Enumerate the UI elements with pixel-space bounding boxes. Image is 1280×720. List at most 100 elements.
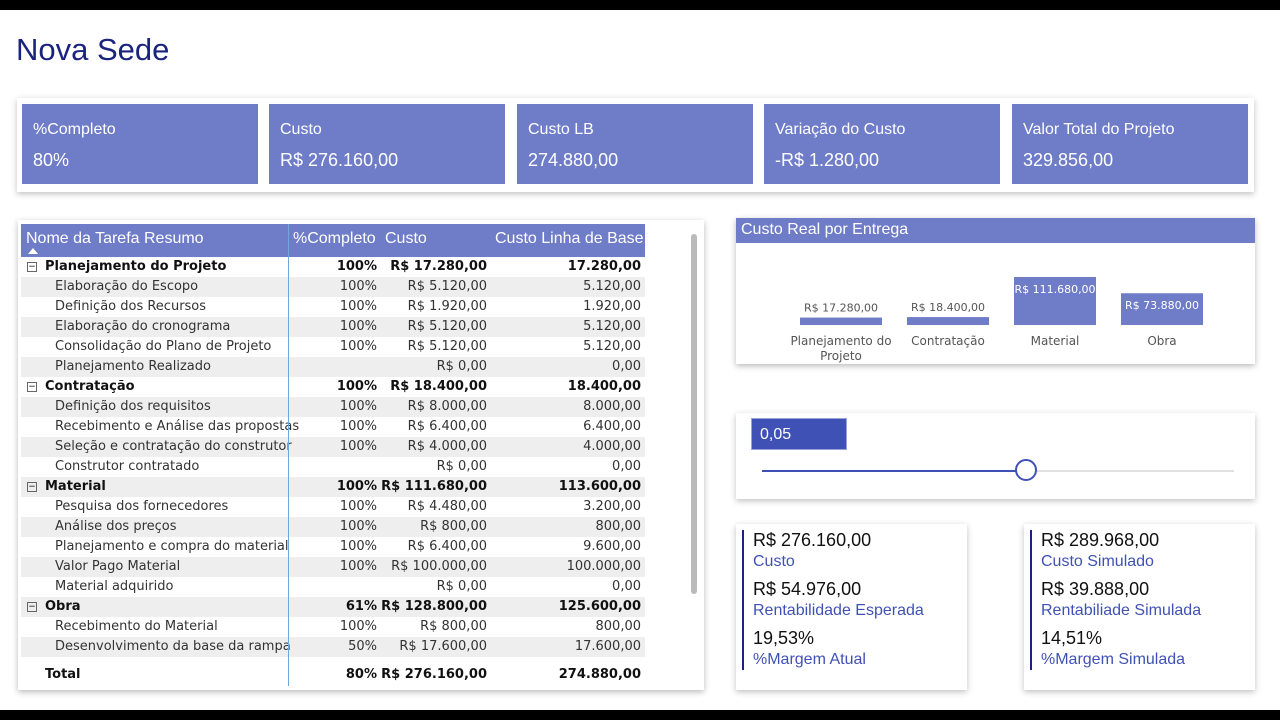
total-percent: 80% [345,667,377,682]
kpi-value: 274.880,00 [528,150,619,170]
bar-3[interactable] [1121,293,1203,325]
kpi-label: %Completo [33,121,116,138]
category-label-0: Planejamento do [790,334,891,348]
card-accent-bar [742,530,744,670]
bar-2[interactable] [1014,277,1096,325]
cell-pct: 100% [339,539,377,554]
slider-value-box[interactable]: 0,05 [751,418,847,450]
cell-cost: R$ 5.120,00 [407,279,487,294]
table-row[interactable]: Análise dos preços 100% R$ 800,00 800,00 [21,517,645,537]
cell-pct: 100% [339,279,377,294]
category-label-1: Contratação [911,334,985,348]
current-margin-value: 19,53% [753,628,815,648]
bar-1[interactable] [907,317,989,325]
table-row[interactable]: Valor Pago Material 100% R$ 100.000,00 100.… [21,557,645,577]
table-group-row[interactable]: − Material 100% R$ 111.680,00 113.600,00 [21,477,645,497]
cell-base: 6.400,00 [583,419,641,434]
slider-thumb[interactable] [1015,459,1038,481]
cell-base: 3.200,00 [583,499,641,514]
table-row[interactable]: Elaboração do Escopo 100% R$ 5.120,00 5.120… [21,277,645,297]
cell-name: Seleção e contratação do construtor [55,439,292,454]
current-cost-label: Custo [753,553,795,570]
cell-name: Valor Pago Material [55,559,181,574]
card-accent-bar [1030,530,1032,670]
table-row[interactable]: Recebimento e Análise das propostas 100% R… [21,417,645,437]
cell-cost: R$ 5.120,00 [407,339,487,354]
cell-cost: R$ 4.000,00 [407,439,487,454]
cell-cost: R$ 800,00 [420,619,487,634]
task-matrix-table[interactable]: Nome da Tarefa Resumo %Completo Custo Cu… [18,220,704,690]
total-label: Total [45,667,81,682]
kpi-card-completion[interactable]: %Completo 80% [22,104,258,184]
vertical-scrollbar[interactable] [691,234,697,594]
kpi-label: Custo LB [528,121,594,138]
collapse-icon[interactable]: − [27,482,37,492]
column-header-name[interactable]: Nome da Tarefa Resumo [26,230,204,247]
table-row[interactable]: Elaboração do cronograma 100% R$ 5.120,00 5… [21,317,645,337]
collapse-icon[interactable]: − [27,602,37,612]
table-body: − Planejamento do Projeto 100% R$ 17.280,00… [21,257,645,667]
cell-cost: R$ 0,00 [436,459,487,474]
simulated-cost-label: Custo Simulado [1041,553,1154,570]
cell-cost: R$ 1.920,00 [407,299,487,314]
column-header-percent[interactable]: %Completo [293,230,376,247]
cell-pct: 100% [339,299,377,314]
table-total-row: Total 80% R$ 276.160,00 274.880,00 [21,664,645,686]
cell-cost: R$ 0,00 [436,359,487,374]
table-row[interactable]: Seleção e contratação do construtor 100% R… [21,437,645,457]
cell-name: Desenvolvimento da base da rampa [55,639,291,654]
data-label-1: R$ 18.400,00 [911,301,985,314]
table-row[interactable]: Definição dos Recursos 100% R$ 1.920,00 1.9… [21,297,645,317]
collapse-icon[interactable]: − [27,262,37,272]
table-row[interactable]: Pesquisa dos fornecedores 100% R$ 4.480,00… [21,497,645,517]
table-row[interactable]: Material adquirido R$ 0,00 0,00 [21,577,645,597]
cell-pct: 100% [339,399,377,414]
cell-name: Planejamento e compra do material [55,539,289,554]
table-row[interactable]: Desenvolvimento da base da rampa 50% R$ 17… [21,637,645,657]
table-row[interactable]: Construtor contratado R$ 0,00 0,00 [21,457,645,477]
column-header-baseline[interactable]: Custo Linha de Base [495,230,644,247]
sort-ascending-icon[interactable] [28,248,38,254]
table-row[interactable]: Recebimento do Material 100% R$ 800,00 800,… [21,617,645,637]
cell-name: Análise dos preços [55,519,177,534]
cell-base: 113.600,00 [558,479,641,494]
kpi-card-cost-variance[interactable]: Variação do Custo -R$ 1.280,00 [764,104,1000,184]
table-group-row[interactable]: − Obra 61% R$ 128.800,00 125.600,00 [21,597,645,617]
cell-base: 4.000,00 [583,439,641,454]
table-row[interactable]: Consolidação do Plano de Projeto 100% R$ 5… [21,337,645,357]
chart-title: Custo Real por Entrega [736,218,1255,243]
column-header-cost[interactable]: Custo [385,230,427,247]
kpi-card-cost[interactable]: Custo R$ 276.160,00 [269,104,505,184]
cell-pct: 100% [339,439,377,454]
cell-base: 0,00 [612,359,641,374]
cell-base: 1.920,00 [583,299,641,314]
collapse-icon[interactable]: − [27,382,37,392]
cell-name: Recebimento e Análise das propostas [55,419,300,434]
cell-base: 100.000,00 [566,559,641,574]
cell-name: Construtor contratado [55,459,200,474]
cell-cost: R$ 8.000,00 [407,399,487,414]
table-row[interactable]: Definição dos requisitos 100% R$ 8.000,00 8… [21,397,645,417]
cell-name: Obra [45,599,81,614]
cell-name: Planejamento do Projeto [45,259,227,274]
table-row[interactable]: Planejamento Realizado R$ 0,00 0,00 [21,357,645,377]
cell-base: 17.280,00 [567,259,641,274]
cell-base: 0,00 [612,459,641,474]
table-group-row[interactable]: − Contratação 100% R$ 18.400,00 18.400,00 [21,377,645,397]
cell-name: Definição dos Recursos [55,299,207,314]
table-row[interactable]: Planejamento e compra do material 100% R$ … [21,537,645,557]
column-divider [288,224,289,686]
kpi-card-project-total[interactable]: Valor Total do Projeto 329.856,00 [1012,104,1248,184]
cell-base: 9.600,00 [583,539,641,554]
simulated-metrics-card: R$ 289.968,00 Custo Simulado R$ 39.888,0… [1024,524,1255,690]
cell-name: Material adquirido [55,579,174,594]
simulated-cost-value: R$ 289.968,00 [1041,530,1160,550]
bar-chart-panel: Custo Real por Entrega R$ 17.280,00 Plane… [736,218,1255,364]
cell-cost: R$ 111.680,00 [381,479,487,494]
kpi-card-baseline-cost[interactable]: Custo LB 274.880,00 [517,104,753,184]
current-cost-value: R$ 276.160,00 [753,530,872,550]
cell-base: 5.120,00 [583,319,641,334]
bar-0[interactable] [800,317,882,325]
table-group-row[interactable]: − Planejamento do Projeto 100% R$ 17.280,00… [21,257,645,277]
